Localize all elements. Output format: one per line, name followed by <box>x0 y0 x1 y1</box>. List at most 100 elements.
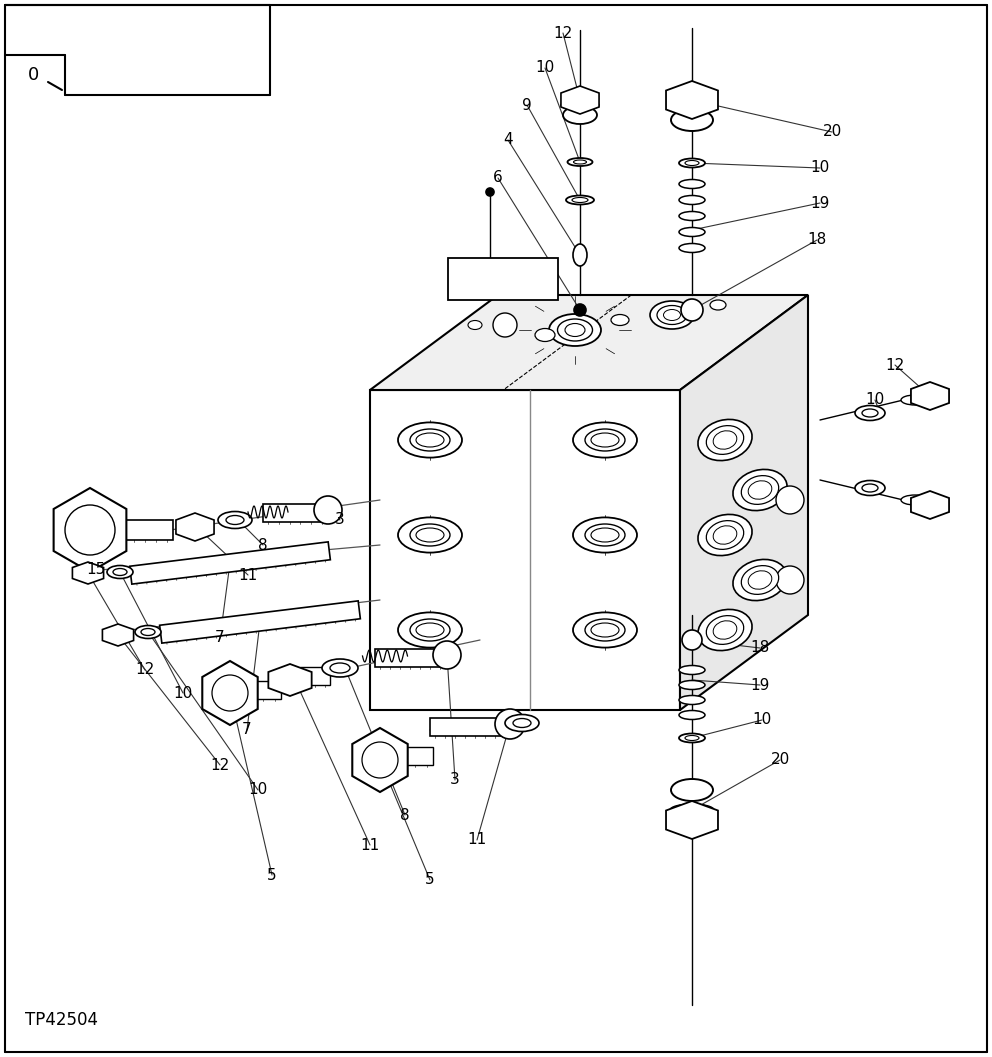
Text: 7: 7 <box>242 723 252 738</box>
Ellipse shape <box>679 681 705 689</box>
Ellipse shape <box>679 211 705 221</box>
Polygon shape <box>102 624 134 646</box>
Circle shape <box>776 565 804 594</box>
Ellipse shape <box>141 629 155 635</box>
Circle shape <box>314 496 342 524</box>
Text: 11: 11 <box>238 568 258 582</box>
Polygon shape <box>370 295 808 390</box>
Ellipse shape <box>585 524 625 546</box>
Polygon shape <box>263 504 327 522</box>
Ellipse shape <box>330 663 350 673</box>
Polygon shape <box>398 747 433 765</box>
Text: 10: 10 <box>865 392 885 408</box>
Text: 12: 12 <box>210 758 229 773</box>
Ellipse shape <box>706 521 744 550</box>
Ellipse shape <box>671 109 713 131</box>
Polygon shape <box>370 390 680 710</box>
Ellipse shape <box>513 719 531 727</box>
Ellipse shape <box>679 666 705 674</box>
Text: 10: 10 <box>536 60 555 75</box>
Text: 0: 0 <box>28 66 40 84</box>
Ellipse shape <box>563 106 597 124</box>
Text: 10: 10 <box>174 686 192 701</box>
Ellipse shape <box>748 571 772 589</box>
Text: 7: 7 <box>215 630 225 646</box>
Polygon shape <box>245 681 281 699</box>
Circle shape <box>682 630 702 650</box>
Ellipse shape <box>410 429 450 451</box>
Ellipse shape <box>573 423 637 458</box>
Polygon shape <box>176 513 214 541</box>
Circle shape <box>212 675 248 711</box>
Ellipse shape <box>410 619 450 641</box>
Ellipse shape <box>535 329 555 341</box>
Ellipse shape <box>671 779 713 801</box>
Ellipse shape <box>573 244 587 266</box>
Ellipse shape <box>585 429 625 451</box>
Ellipse shape <box>679 159 705 167</box>
Text: 3: 3 <box>450 773 460 787</box>
Text: 6: 6 <box>493 170 503 185</box>
Ellipse shape <box>679 710 705 720</box>
Ellipse shape <box>733 469 787 511</box>
Polygon shape <box>300 667 330 685</box>
Text: 18: 18 <box>750 641 770 655</box>
Text: 11: 11 <box>467 833 487 848</box>
Ellipse shape <box>218 512 252 528</box>
Ellipse shape <box>679 180 705 188</box>
Ellipse shape <box>713 620 737 639</box>
Ellipse shape <box>855 406 885 421</box>
Text: 10: 10 <box>810 161 829 175</box>
Ellipse shape <box>706 615 744 645</box>
Ellipse shape <box>710 300 726 310</box>
Text: 19: 19 <box>810 196 829 210</box>
Circle shape <box>486 188 494 196</box>
Polygon shape <box>269 664 311 696</box>
Text: 10: 10 <box>248 782 268 797</box>
Ellipse shape <box>416 623 444 637</box>
Ellipse shape <box>741 476 779 504</box>
Ellipse shape <box>410 524 450 546</box>
Polygon shape <box>54 488 126 572</box>
Ellipse shape <box>698 515 752 556</box>
Ellipse shape <box>573 612 637 648</box>
Circle shape <box>681 299 703 321</box>
Text: TP42504: TP42504 <box>25 1010 98 1030</box>
Ellipse shape <box>573 517 637 553</box>
Ellipse shape <box>741 565 779 594</box>
Text: 12: 12 <box>135 663 155 678</box>
Text: 12: 12 <box>886 357 905 372</box>
Text: 18: 18 <box>807 233 826 247</box>
Ellipse shape <box>698 610 752 651</box>
Ellipse shape <box>748 481 772 499</box>
Ellipse shape <box>572 198 588 203</box>
Polygon shape <box>666 801 718 839</box>
Ellipse shape <box>398 612 462 648</box>
Text: 20: 20 <box>771 753 790 767</box>
Ellipse shape <box>685 161 699 166</box>
Text: 12: 12 <box>554 25 572 40</box>
Ellipse shape <box>585 619 625 641</box>
Ellipse shape <box>505 715 539 731</box>
Ellipse shape <box>565 323 585 336</box>
Ellipse shape <box>322 659 358 676</box>
Text: 8: 8 <box>400 808 410 822</box>
Ellipse shape <box>679 196 705 204</box>
Polygon shape <box>911 382 949 410</box>
Ellipse shape <box>901 495 929 505</box>
Ellipse shape <box>862 484 878 492</box>
Polygon shape <box>117 520 173 540</box>
Circle shape <box>493 313 517 337</box>
Text: 8: 8 <box>258 538 268 553</box>
Ellipse shape <box>416 528 444 542</box>
Text: 20: 20 <box>822 125 841 140</box>
Ellipse shape <box>713 431 737 449</box>
Ellipse shape <box>706 426 744 455</box>
Ellipse shape <box>591 528 619 542</box>
Ellipse shape <box>561 100 599 110</box>
Ellipse shape <box>862 409 878 418</box>
Ellipse shape <box>657 305 687 324</box>
Text: 11: 11 <box>360 837 380 853</box>
Polygon shape <box>202 661 258 725</box>
Ellipse shape <box>549 314 601 346</box>
